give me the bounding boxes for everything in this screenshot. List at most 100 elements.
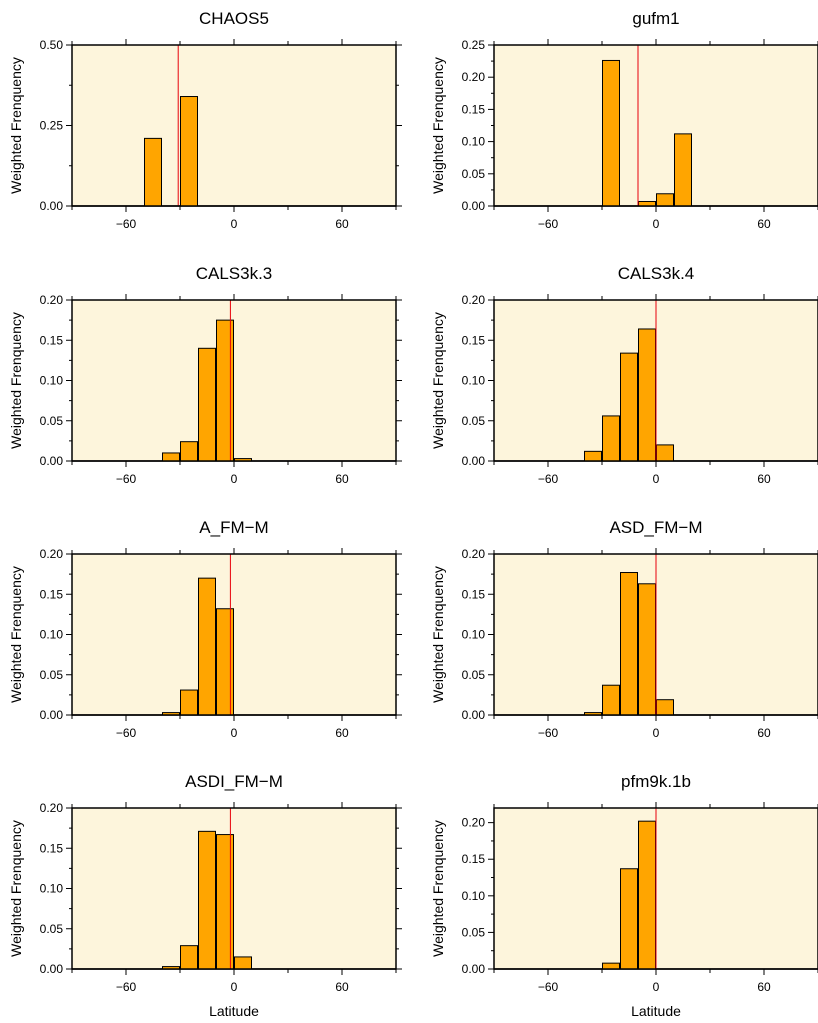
chart-title: ASD_FM−M	[609, 518, 702, 537]
y-tick-label: 0.00	[40, 199, 64, 213]
y-axis-label: Weighted Frenquency	[8, 820, 24, 957]
x-tick-label: 0	[231, 726, 238, 740]
y-tick-label: 0.00	[462, 962, 486, 976]
x-tick-label: −60	[116, 726, 137, 740]
y-tick-label: 0.25	[462, 38, 486, 52]
histogram-bar	[602, 415, 620, 462]
y-tick-label: 0.15	[40, 587, 64, 601]
y-tick-label: 0.10	[40, 882, 64, 896]
plot-background	[72, 45, 396, 206]
histogram-bar	[620, 572, 638, 716]
y-axis-label: Weighted Frenquency	[430, 57, 446, 194]
x-tick-label: 60	[757, 472, 771, 486]
x-tick-label: −60	[116, 217, 137, 231]
x-tick-label: 0	[231, 980, 238, 994]
y-tick-label: 0.20	[40, 547, 64, 561]
histogram-bar	[656, 444, 674, 462]
chart-title: CALS3k.3	[196, 264, 273, 283]
y-tick-label: 0.20	[462, 70, 486, 84]
x-tick-label: 0	[231, 472, 238, 486]
histogram-bar	[180, 689, 198, 716]
y-tick-label: 0.05	[40, 414, 64, 428]
chart-title: CHAOS5	[199, 9, 269, 28]
histogram-bar	[620, 868, 638, 970]
y-axis-label: Weighted Frenquency	[8, 57, 24, 194]
y-tick-label: 0.05	[462, 167, 486, 181]
chart-panel: −60 0 60 0.00 0.05 0.10 0.15 0.20 0.25 gufm1 Weigh…	[430, 9, 818, 231]
y-tick-label: 0.10	[462, 628, 486, 642]
chart-panel: −60 0 60 0.00 0.05 0.10 0.15 0.20 CALS3k.3 Weight…	[8, 264, 402, 486]
y-tick-label: 0.15	[462, 102, 486, 116]
histogram-bar	[180, 441, 198, 462]
histogram-bar	[198, 577, 216, 716]
chart-title: ASDI_FM−M	[185, 772, 283, 791]
y-tick-label: 0.00	[40, 962, 64, 976]
x-tick-label: 60	[335, 472, 349, 486]
x-axis-label: Latitude	[209, 1003, 259, 1019]
y-tick-label: 0.10	[462, 135, 486, 149]
chart-panel: −60 0 60 0.00 0.05 0.10 0.15 0.20 ASD_FM−M Weight…	[430, 518, 818, 740]
histogram-bar	[656, 193, 674, 207]
histogram-bar	[198, 830, 216, 970]
y-tick-label: 0.10	[40, 628, 64, 642]
x-tick-label: −60	[116, 472, 137, 486]
chart-panel: −60 0 60 0.00 0.05 0.10 0.15 0.20 pfm9k.1b Weight…	[430, 772, 818, 1019]
histogram-bar	[620, 352, 638, 462]
chart-title: CALS3k.4	[618, 264, 695, 283]
y-axis-label: Weighted Frenquency	[430, 312, 446, 449]
y-tick-label: 0.10	[462, 889, 486, 903]
y-tick-label: 0.05	[462, 668, 486, 682]
histogram-bar	[602, 962, 620, 970]
y-tick-label: 0.00	[40, 454, 64, 468]
y-tick-label: 0.05	[40, 668, 64, 682]
y-tick-label: 0.50	[40, 38, 64, 52]
y-tick-label: 0.00	[462, 199, 486, 213]
histogram-bar	[162, 452, 180, 462]
chart-panel: −60 0 60 0.00 0.05 0.10 0.15 0.20 A_FM−M Weighted…	[8, 518, 402, 740]
x-tick-label: 0	[231, 217, 238, 231]
x-tick-label: −60	[538, 980, 559, 994]
x-tick-label: −60	[538, 217, 559, 231]
y-tick-label: 0.05	[462, 925, 486, 939]
histogram-bar	[602, 684, 620, 716]
y-tick-label: 0.10	[40, 374, 64, 388]
histogram-bar	[674, 133, 692, 207]
x-tick-label: −60	[116, 980, 137, 994]
x-tick-label: 60	[335, 726, 349, 740]
y-axis-label: Weighted Frenquency	[430, 566, 446, 703]
y-tick-label: 0.20	[462, 816, 486, 830]
x-tick-label: 60	[335, 217, 349, 231]
x-axis-label: Latitude	[631, 1003, 681, 1019]
y-tick-label: 0.15	[40, 841, 64, 855]
y-tick-label: 0.15	[462, 852, 486, 866]
y-axis-label: Weighted Frenquency	[430, 820, 446, 957]
y-tick-label: 0.15	[462, 587, 486, 601]
chart-panel: −60 0 60 0.00 0.25 0.50 CHAOS5 Weighted Frenque…	[8, 9, 402, 231]
histogram-bar	[638, 583, 656, 716]
x-tick-label: 60	[757, 217, 771, 231]
histogram-bar	[602, 59, 620, 207]
y-tick-label: 0.05	[40, 922, 64, 936]
chart-panel: −60 0 60 0.00 0.05 0.10 0.15 0.20 ASDI_FM−M Weigh…	[8, 772, 402, 1019]
x-tick-label: −60	[538, 726, 559, 740]
histogram-bar	[144, 137, 162, 207]
x-tick-label: 60	[757, 726, 771, 740]
y-tick-label: 0.15	[462, 333, 486, 347]
x-tick-label: 0	[653, 472, 660, 486]
plot-background	[494, 45, 818, 206]
y-tick-label: 0.25	[40, 119, 64, 133]
y-tick-label: 0.00	[462, 708, 486, 722]
histogram-bar	[656, 699, 674, 716]
x-tick-label: −60	[538, 472, 559, 486]
histogram-bar	[180, 96, 198, 207]
chart-title: gufm1	[632, 9, 679, 28]
chart-panel: −60 0 60 0.00 0.05 0.10 0.15 0.20 CALS3k.4 Weight…	[430, 264, 818, 486]
y-tick-label: 0.10	[462, 374, 486, 388]
x-tick-label: 0	[653, 217, 660, 231]
histogram-bar	[638, 328, 656, 462]
y-tick-label: 0.00	[40, 708, 64, 722]
y-axis-label: Weighted Frenquency	[8, 566, 24, 703]
x-tick-label: 0	[653, 726, 660, 740]
histogram-bar	[234, 956, 252, 970]
